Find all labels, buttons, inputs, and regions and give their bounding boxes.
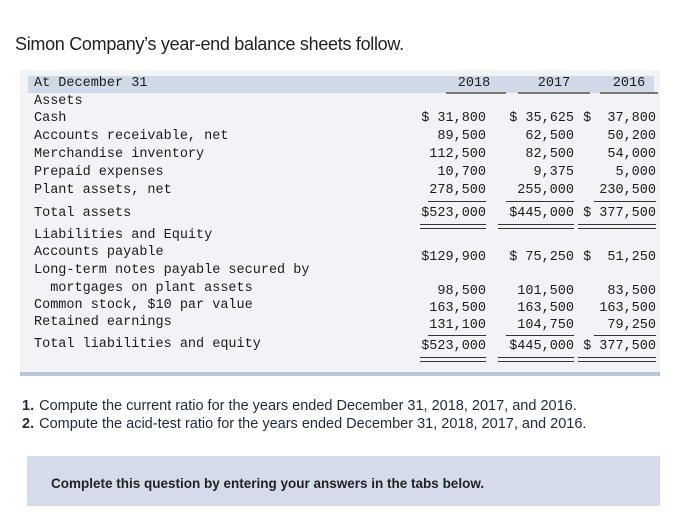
section-divider — [20, 372, 660, 376]
prepaid-2017: 9,375 — [533, 165, 574, 180]
row-label-total-liabilities-equity: Total liabilities and equity — [34, 337, 261, 352]
question-number: 1. — [22, 398, 35, 414]
total-double-rule — [578, 357, 656, 362]
header-label: At December 31 — [34, 76, 148, 91]
question-2: 2. Compute the acid-test ratio for the ye… — [22, 416, 586, 432]
notes-2018: 98,500 — [437, 284, 486, 299]
instructions-text: Complete this question by entering your … — [51, 476, 485, 491]
balance-sheet-table: At December 31 2018 2017 2016 Assets Cas… — [20, 70, 660, 376]
question-text: Compute the current ratio for the years … — [39, 398, 577, 414]
row-label-accounts-payable: Accounts payable — [34, 245, 164, 260]
cash-2017: $ 35,625 — [509, 111, 574, 126]
row-label-retained-earnings: Retained earnings — [34, 315, 172, 330]
total-double-rule — [420, 224, 486, 229]
row-label-total-assets: Total assets — [34, 206, 132, 221]
inventory-2016: 54,000 — [607, 147, 656, 162]
stock-2018: 163,500 — [429, 301, 486, 316]
total-assets-2016: $ 377,500 — [583, 206, 656, 221]
total-double-rule — [498, 224, 574, 229]
year-underline — [518, 92, 590, 94]
retained-2016: 79,250 — [607, 318, 656, 333]
total-le-2018: $523,000 — [421, 339, 486, 354]
row-label-cash: Cash — [34, 111, 67, 126]
year-2017-header: 2017 — [537, 76, 571, 91]
year-underline — [600, 92, 658, 94]
table-header: At December 31 2018 2017 2016 — [28, 76, 658, 94]
retained-2017: 104,750 — [517, 318, 574, 333]
prepaid-2018: 10,700 — [437, 165, 486, 180]
cash-2016: $ 37,800 — [583, 111, 656, 126]
ap-2017: $ 75,250 — [509, 250, 574, 265]
total-assets-2017: $445,000 — [509, 206, 574, 221]
row-label-accounts-receivable: Accounts receivable, net — [34, 129, 229, 144]
row-label-plant-assets: Plant assets, net — [34, 183, 172, 198]
retained-2018: 131,100 — [429, 318, 486, 333]
row-label-long-term-notes: Long-term notes payable secured by — [34, 263, 310, 278]
cash-2018: $ 31,800 — [421, 111, 486, 126]
page-title: Simon Company’s year-end balance sheets … — [15, 34, 404, 54]
year-underline — [446, 92, 506, 94]
stock-2017: 163,500 — [517, 301, 574, 316]
ap-2018: $129,900 — [421, 250, 486, 265]
instructions-banner: Complete this question by entering your … — [27, 456, 660, 506]
row-label-common-stock: Common stock, $10 par value — [34, 298, 253, 313]
ar-2018: 89,500 — [437, 129, 486, 144]
ap-2016: $ 51,250 — [583, 250, 656, 265]
liabilities-equity-heading: Liabilities and Equity — [34, 228, 213, 243]
total-le-2016: $ 377,500 — [583, 339, 656, 354]
total-double-rule — [578, 224, 656, 229]
ar-2016: 50,200 — [607, 129, 656, 144]
question-1: 1. Compute the current ratio for the year… — [22, 398, 577, 414]
question-number: 2. — [22, 416, 35, 432]
notes-2016: 83,500 — [607, 284, 656, 299]
subtotal-rule — [428, 201, 486, 202]
subtotal-rule — [594, 201, 656, 202]
plant-2016: 230,500 — [599, 183, 656, 198]
row-label-prepaid: Prepaid expenses — [34, 165, 164, 180]
plant-2017: 255,000 — [517, 183, 574, 198]
subtotal-rule — [506, 201, 574, 202]
plant-2018: 278,500 — [429, 183, 486, 198]
ar-2017: 62,500 — [525, 129, 574, 144]
inventory-2017: 82,500 — [525, 147, 574, 162]
total-double-rule — [420, 357, 486, 362]
subtotal-rule — [594, 335, 656, 336]
year-2016-header: 2016 — [612, 76, 646, 91]
notes-2017: 101,500 — [517, 284, 574, 299]
total-le-2017: $445,000 — [509, 339, 574, 354]
year-2018-header: 2018 — [457, 76, 491, 91]
question-text: Compute the acid-test ratio for the year… — [39, 416, 587, 432]
prepaid-2016: 5,000 — [615, 165, 656, 180]
row-label-inventory: Merchandise inventory — [34, 147, 205, 162]
row-label-mortgages: mortgages on plant assets — [34, 281, 253, 296]
stock-2016: 163,500 — [599, 301, 656, 316]
total-assets-2018: $523,000 — [421, 206, 486, 221]
assets-heading: Assets — [34, 94, 83, 109]
subtotal-rule — [428, 335, 486, 336]
inventory-2018: 112,500 — [429, 147, 486, 162]
total-double-rule — [498, 357, 574, 362]
subtotal-rule — [506, 335, 574, 336]
